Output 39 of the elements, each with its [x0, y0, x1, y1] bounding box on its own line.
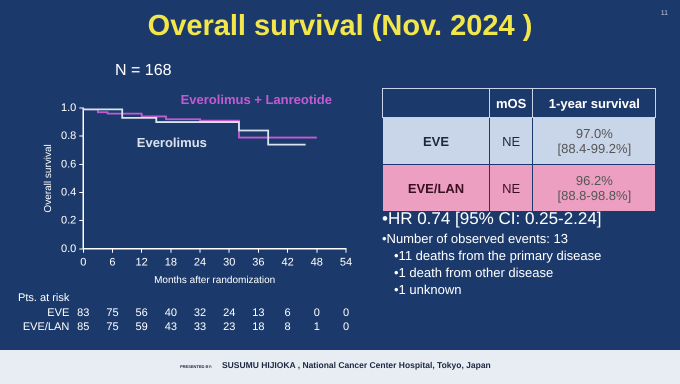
series-label: Everolimus + Lanreotide [180, 92, 332, 107]
y-tick-label: 0.0 [60, 242, 76, 255]
x-tick-label: 18 [164, 256, 177, 268]
y-tick-label: 0.8 [60, 130, 76, 142]
text: EVE/LAN 85 75 59 43 33 23 18 8 1 0 [22, 321, 350, 333]
text: •Number of observed events: 13 [382, 230, 569, 247]
text: NE [502, 180, 520, 196]
text: •11 deaths from the primary disease [393, 247, 602, 264]
text: SUSUMU HIJIOKA , National Cancer Center Hospital, Tokyo, Japan [222, 360, 491, 370]
x-tick-label: 36 [252, 256, 265, 268]
x-tick-label: 6 [109, 256, 116, 268]
x-tick-label: 42 [281, 256, 294, 268]
text: NE [490, 118, 533, 164]
text: 1-year survival [532, 88, 656, 118]
x-tick-label: 24 [194, 256, 206, 268]
y-axis-title: Overall survival [42, 144, 54, 213]
x-tick-label: 30 [223, 256, 236, 268]
chart-subtitle: N = 168 [115, 62, 172, 80]
y-tick-label: 0.4 [60, 186, 76, 199]
text: EVE/LAN [408, 180, 464, 196]
text: •1 unknown [393, 281, 462, 298]
x-axis-title: Months after randomization [154, 274, 276, 286]
text: •HR 0.74 [95% CI: 0.25-2.24] [382, 208, 602, 230]
y-tick-label: 0.2 [60, 214, 76, 227]
text: mOS [490, 88, 533, 118]
text: 97.0% [88.4-99.2%] [532, 118, 656, 164]
text: Pts. at risk [18, 292, 70, 304]
text: EVE [382, 118, 490, 164]
y-tick-label: 0.6 [60, 158, 76, 170]
x-tick-label: 12 [136, 256, 148, 268]
chart-title: Overall survival (Nov. 2024 ) [148, 10, 532, 42]
series-label: Everolimus [136, 134, 207, 150]
x-tick-label: 54 [340, 256, 352, 268]
x-tick-label: 0 [80, 256, 86, 268]
text: 96.2% [88.8-98.8%] [557, 173, 632, 203]
x-tick-label: 48 [310, 256, 323, 268]
y-tick-label: 1.0 [60, 102, 76, 114]
text: •1 death from other disease [393, 264, 554, 281]
text: EVE 83 75 56 40 32 24 13 6 0 0 [47, 307, 350, 319]
